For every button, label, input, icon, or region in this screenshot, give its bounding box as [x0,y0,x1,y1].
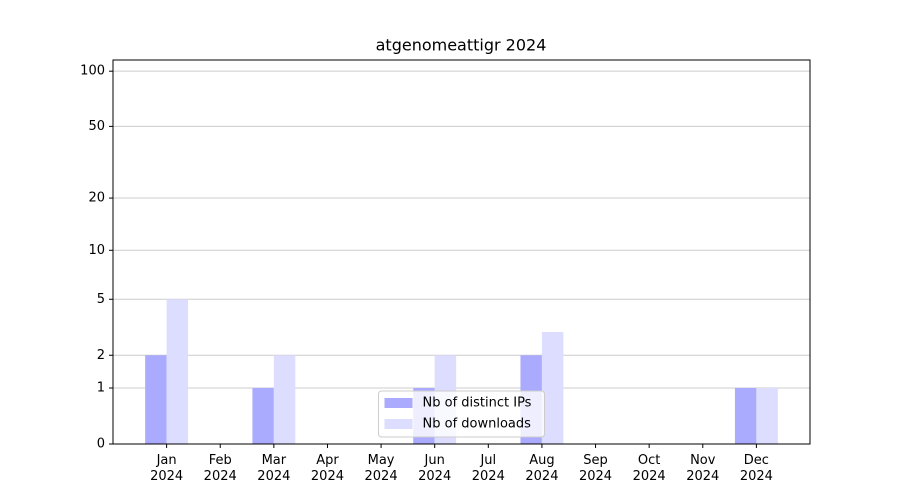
x-tick-label: Oct 2024 [632,453,666,484]
bar [145,355,167,444]
legend-swatch [384,398,413,408]
x-tick-label: Sep 2024 [578,453,613,484]
legend-label: Nb of distinct IPs [423,396,532,411]
x-tick-label: Feb 2024 [203,453,237,484]
x-tick-label: Jun 2024 [418,453,452,484]
y-tick-label: 2 [97,348,105,363]
y-tick-label: 1 [97,381,105,396]
x-tick-label: May 2024 [364,453,398,484]
x-tick-label: Apr 2024 [310,453,344,484]
y-tick-label: 20 [88,191,105,206]
y-tick-label: 0 [97,437,105,452]
x-tick-label: Nov 2024 [686,453,720,484]
bar [166,299,189,444]
x-tick-label: Jan 2024 [150,453,184,484]
bar [252,388,274,444]
y-tick-label: 50 [88,119,105,134]
legend: Nb of distinct IPs Nb of downloads [378,390,545,438]
x-tick-label: Aug 2024 [525,453,559,484]
y-tick-label: 10 [88,243,105,258]
x-tick-label: Mar 2024 [257,453,291,484]
legend-swatch [384,419,413,429]
chart-title: atgenomeattigr 2024 [376,36,547,55]
y-tick-label: 5 [97,292,105,307]
y-tick-label: 100 [80,64,105,79]
bar [273,355,296,444]
plot-frame [112,59,811,445]
bar [734,388,757,444]
x-tick-label: Dec 2024 [739,453,773,484]
legend-box [378,390,545,438]
bar [541,332,564,444]
x-tick-label: Jul 2024 [471,453,505,484]
legend-label: Nb of downloads [423,417,532,432]
bar [756,388,778,444]
